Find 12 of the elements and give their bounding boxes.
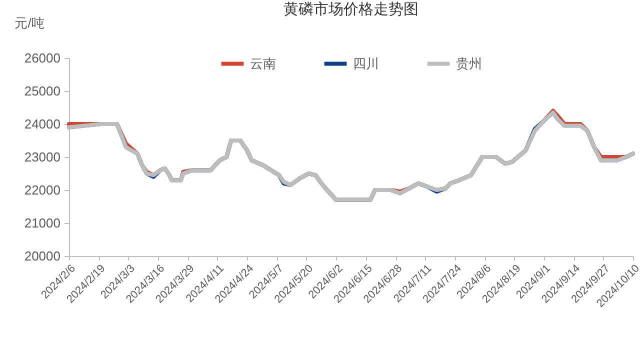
y-tick-label: 24000: [24, 116, 60, 132]
legend-label: 四川: [353, 56, 379, 71]
y-tick-label: 23000: [24, 150, 60, 164]
legend-label: 云南: [250, 56, 276, 71]
chart-title: 黄磷市场价格走势图: [284, 1, 418, 18]
y-tick-label: 26000: [24, 50, 60, 66]
y-tick-label: 20000: [24, 248, 60, 264]
y-tick-label: 22000: [24, 182, 60, 198]
y-axis-title: 元/吨: [14, 16, 44, 30]
legend-label: 贵州: [456, 56, 482, 71]
y-tick-label: 21000: [24, 216, 60, 230]
y-tick-label: 25000: [24, 84, 60, 98]
